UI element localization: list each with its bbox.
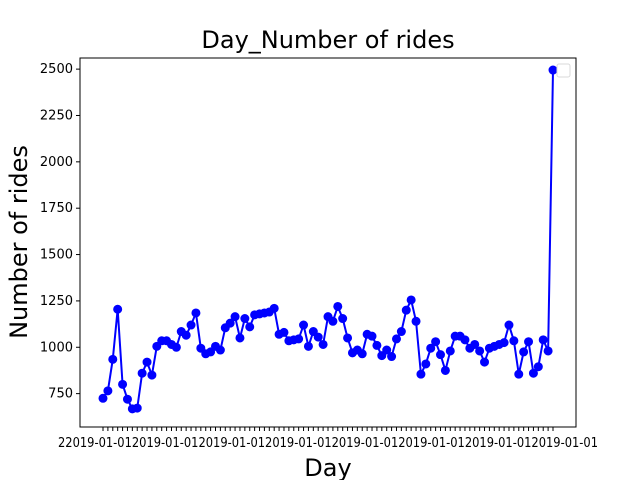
data-point bbox=[108, 354, 118, 364]
data-point bbox=[524, 337, 534, 347]
chart-title: Day_Number of rides bbox=[201, 26, 454, 54]
data-point bbox=[470, 339, 480, 349]
data-point bbox=[186, 320, 196, 330]
data-point bbox=[480, 357, 490, 367]
data-point bbox=[460, 335, 470, 345]
data-point bbox=[313, 332, 323, 342]
data-point bbox=[416, 369, 426, 379]
data-point bbox=[147, 370, 157, 380]
data-point bbox=[396, 327, 406, 337]
data-point bbox=[440, 365, 450, 375]
data-point bbox=[475, 346, 485, 356]
data-point bbox=[499, 338, 509, 348]
data-point bbox=[333, 301, 343, 311]
data-point bbox=[543, 346, 553, 356]
data-point bbox=[152, 341, 162, 351]
x-axis-label: Day bbox=[304, 454, 351, 480]
data-point bbox=[181, 330, 191, 340]
data-point bbox=[382, 345, 392, 355]
data-point bbox=[196, 343, 206, 353]
data-point bbox=[225, 318, 235, 328]
data-point bbox=[431, 337, 441, 347]
series-layer bbox=[98, 65, 558, 414]
y-tick-label: 1500 bbox=[40, 248, 73, 263]
data-point bbox=[171, 342, 181, 352]
y-tick-label: 2000 bbox=[40, 155, 73, 170]
data-point bbox=[367, 331, 377, 341]
x-tick-labels: 22019-01-012019-01-012019-01-012019-01-0… bbox=[58, 436, 598, 451]
data-point bbox=[122, 394, 132, 404]
data-point bbox=[142, 357, 152, 367]
data-point bbox=[538, 335, 548, 345]
y-tick-label: 750 bbox=[48, 387, 73, 402]
data-point bbox=[245, 322, 255, 332]
data-point bbox=[240, 314, 250, 324]
data-point bbox=[191, 308, 201, 318]
data-point bbox=[514, 369, 524, 379]
data-point bbox=[391, 334, 401, 344]
data-point bbox=[357, 349, 367, 359]
data-point bbox=[328, 316, 338, 326]
data-point bbox=[519, 347, 529, 357]
data-point bbox=[533, 362, 543, 372]
data-point bbox=[377, 351, 387, 361]
y-axis-ticks: 750 1000 1250 1500 1750 2000 2250 2500 bbox=[40, 62, 80, 402]
data-point bbox=[387, 352, 397, 362]
data-point bbox=[445, 346, 455, 356]
y-axis-label: Number of rides bbox=[5, 145, 33, 339]
data-point bbox=[338, 314, 348, 324]
legend-box bbox=[556, 63, 571, 78]
data-point bbox=[98, 393, 108, 403]
y-tick-label: 1250 bbox=[40, 294, 73, 309]
y-tick-label: 1750 bbox=[40, 201, 73, 216]
data-point bbox=[137, 368, 147, 378]
data-point bbox=[118, 379, 128, 389]
data-point bbox=[215, 345, 225, 355]
data-point bbox=[303, 341, 313, 351]
data-point bbox=[406, 295, 416, 305]
data-point bbox=[528, 368, 538, 378]
data-point bbox=[269, 303, 279, 313]
data-point bbox=[504, 320, 514, 330]
data-point bbox=[308, 327, 318, 337]
data-point bbox=[318, 339, 328, 349]
data-point bbox=[206, 347, 216, 357]
y-tick-label: 2250 bbox=[40, 108, 73, 123]
data-point bbox=[230, 312, 240, 322]
data-point bbox=[343, 333, 353, 343]
data-point bbox=[235, 333, 245, 343]
data-point bbox=[132, 403, 142, 413]
data-point bbox=[294, 334, 304, 344]
data-point bbox=[401, 305, 411, 315]
data-point bbox=[421, 359, 431, 369]
data-point bbox=[411, 316, 421, 326]
data-point bbox=[372, 340, 382, 350]
data-point bbox=[279, 327, 289, 337]
y-tick-label: 1000 bbox=[40, 340, 73, 355]
y-tick-label: 2500 bbox=[40, 62, 73, 77]
data-point bbox=[426, 343, 436, 353]
data-point bbox=[103, 386, 113, 396]
data-point bbox=[299, 320, 309, 330]
data-point bbox=[436, 350, 445, 360]
data-point bbox=[113, 304, 123, 314]
data-point bbox=[509, 336, 519, 346]
x-axis-ticks: 22019-01-012019-01-012019-01-012019-01-0… bbox=[58, 427, 598, 451]
data-point bbox=[548, 65, 558, 75]
